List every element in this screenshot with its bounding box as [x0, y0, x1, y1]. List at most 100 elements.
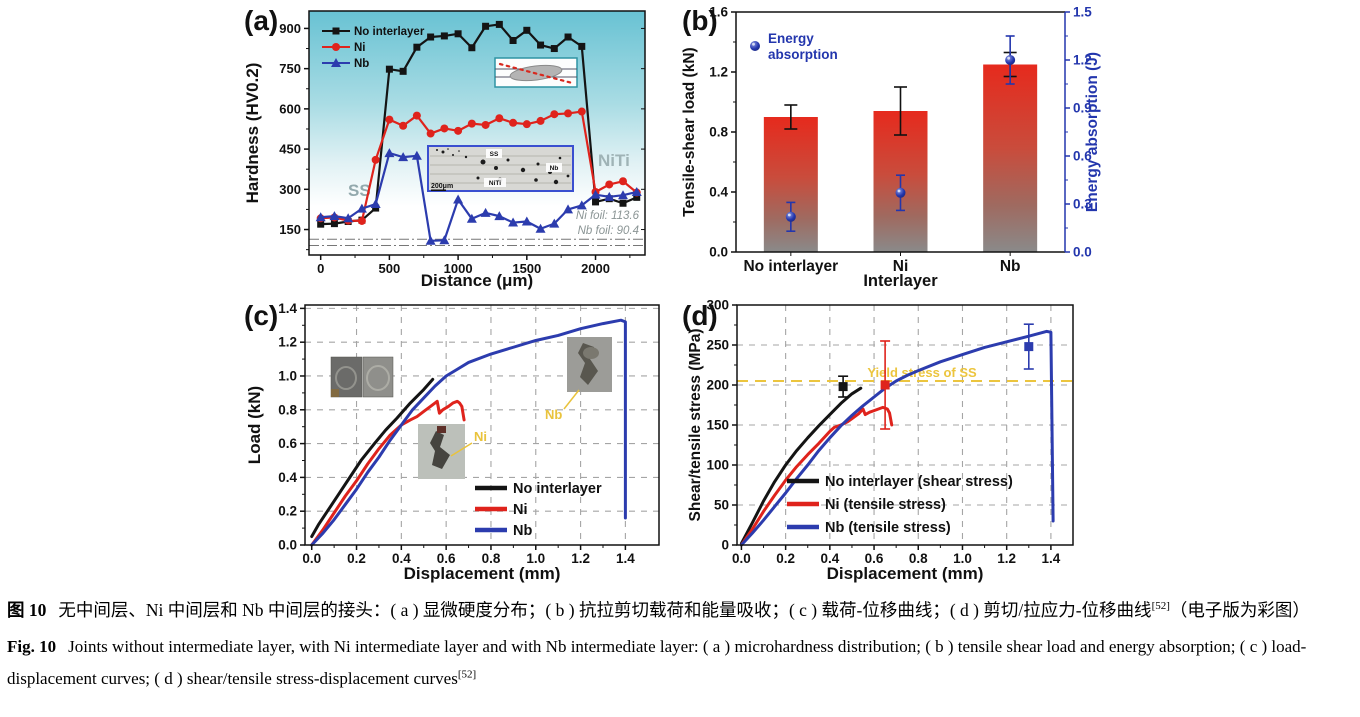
svg-text:250: 250	[706, 338, 729, 353]
caption-zh-text: 无中间层、Ni 中间层和 Nb 中间层的接头：( a ) 显微硬度分布；( b …	[58, 600, 1152, 620]
svg-text:150: 150	[706, 418, 729, 433]
svg-text:Nb: Nb	[1000, 258, 1021, 275]
legend: No interlayer Ni Nb	[475, 481, 602, 539]
yield-stress-line: Yield stress of SS	[737, 365, 1073, 382]
svg-text:Ni: Ni	[354, 42, 366, 54]
series-no-interlayer--shear-stress-	[739, 386, 863, 545]
panel-d-stress-displacement-chart: Yield stress of SS No interlayer (shear s…	[680, 293, 1108, 585]
panel-a-microhardness-chart: SS NiTi Ni foil: 113.6 Nb foil: 90.4 SS Nb NiT…	[238, 0, 666, 292]
svg-text:absorption: absorption	[768, 47, 838, 62]
svg-text:0.9: 0.9	[1073, 101, 1092, 116]
nb-fracture-photo-inset: Nb	[545, 337, 612, 422]
svg-text:0.3: 0.3	[1073, 197, 1092, 212]
svg-text:50: 50	[714, 498, 729, 513]
svg-text:Distance (μm): Distance (μm)	[421, 271, 533, 290]
panel-label: (d)	[682, 300, 718, 331]
svg-text:0: 0	[317, 261, 324, 276]
energy-points	[785, 35, 1016, 232]
micrograph-inset: SS Nb NiTi 200μm	[427, 145, 574, 192]
svg-text:100: 100	[706, 458, 729, 473]
svg-text:Yield stress of SS: Yield stress of SS	[867, 365, 977, 380]
svg-text:0.6: 0.6	[1073, 149, 1092, 164]
axis-titles: Displacement (mm) Load (kN)	[245, 386, 560, 583]
svg-text:0: 0	[721, 538, 729, 553]
svg-text:1500: 1500	[512, 261, 541, 276]
svg-text:0.8: 0.8	[709, 125, 728, 140]
series-nb	[315, 148, 642, 245]
svg-text:SS: SS	[490, 151, 499, 158]
svg-text:Energy absorption (J): Energy absorption (J)	[1084, 52, 1101, 212]
svg-text:1.0: 1.0	[278, 368, 297, 383]
foil-reference-lines: Ni foil: 113.6 Nb foil: 90.4	[309, 210, 645, 247]
svg-text:0.2: 0.2	[347, 551, 366, 566]
svg-text:(b): (b)	[682, 5, 718, 36]
bar-nb	[983, 64, 1038, 252]
svg-text:0.2: 0.2	[776, 551, 795, 566]
svg-text:0.6: 0.6	[865, 551, 884, 566]
axis-titles: Interlayer Tensile-shear load (kN) Energy …	[681, 47, 1101, 290]
series-no-interlayer	[310, 377, 435, 539]
gridlines	[737, 305, 1073, 545]
svg-text:Nb foil: 90.4: Nb foil: 90.4	[578, 225, 639, 237]
svg-text:No interlayer: No interlayer	[743, 258, 838, 275]
svg-text:NiTi: NiTi	[598, 151, 630, 170]
svg-text:0.4: 0.4	[820, 551, 839, 566]
legend: No interlayer (shear stress) Ni (tensile …	[787, 474, 1013, 536]
series-ni	[310, 399, 466, 547]
svg-text:0.4: 0.4	[709, 185, 728, 200]
caption-en-reference: [52]	[457, 667, 477, 680]
axes: 0.0 0.2 0.4 0.6 0.8 1.0 1.2 1.4 0 50 100 150 200 250 3…	[706, 298, 1074, 566]
svg-text:1.2: 1.2	[1073, 53, 1092, 68]
series-nb--tensile-stress-	[739, 329, 1055, 547]
figure-caption: 图 10 无中间层、Ni 中间层和 Nb 中间层的接头：( a ) 显微硬度分布；…	[7, 595, 1353, 694]
svg-text:0.0: 0.0	[709, 245, 728, 260]
svg-text:300: 300	[279, 182, 301, 197]
svg-text:1.0: 1.0	[953, 551, 972, 566]
svg-text:1.6: 1.6	[709, 5, 728, 20]
svg-text:1.4: 1.4	[616, 551, 635, 566]
series-ni--tensile-stress-	[739, 405, 894, 547]
svg-text:Tensile-shear load (kN): Tensile-shear load (kN)	[681, 47, 698, 216]
svg-text:0.0: 0.0	[278, 538, 297, 553]
svg-text:0.2: 0.2	[278, 504, 297, 519]
svg-text:No interlayer: No interlayer	[513, 481, 602, 497]
ni-fracture-photo-inset: Ni	[418, 424, 487, 479]
svg-text:Energy: Energy	[768, 31, 814, 46]
svg-text:Nb: Nb	[354, 58, 369, 70]
svg-text:450: 450	[279, 142, 301, 157]
svg-text:900: 900	[279, 21, 301, 36]
svg-text:0.8: 0.8	[482, 551, 501, 566]
svg-text:Interlayer: Interlayer	[863, 272, 938, 290]
fracture-photos-inset	[330, 356, 394, 398]
svg-text:0.6: 0.6	[278, 436, 297, 451]
svg-text:0.4: 0.4	[392, 551, 411, 566]
panel-label: (c)	[244, 300, 278, 331]
svg-text:Nb: Nb	[513, 523, 532, 539]
svg-text:300: 300	[706, 298, 729, 313]
svg-text:Ni: Ni	[474, 429, 487, 444]
svg-text:Displacement (mm): Displacement (mm)	[404, 564, 561, 583]
svg-text:0.6: 0.6	[437, 551, 456, 566]
svg-text:(a): (a)	[244, 5, 278, 36]
weld-schematic-inset	[494, 57, 578, 88]
svg-text:Ni: Ni	[893, 258, 909, 275]
svg-text:2000: 2000	[581, 261, 610, 276]
svg-text:Nb: Nb	[550, 165, 559, 172]
svg-text:Ni (tensile stress): Ni (tensile stress)	[825, 497, 946, 513]
caption-zh-reference: [52]	[1151, 600, 1170, 613]
svg-text:No interlayer: No interlayer	[354, 26, 425, 38]
svg-text:1.2: 1.2	[709, 65, 728, 80]
svg-text:Ni foil: 113.6: Ni foil: 113.6	[576, 210, 640, 222]
caption-zh-label: 图 10	[7, 600, 47, 620]
svg-text:Nb: Nb	[545, 407, 562, 422]
svg-text:Shear/tensile stress (MPa): Shear/tensile stress (MPa)	[687, 329, 704, 522]
caption-en-label: Fig. 10	[7, 637, 57, 657]
panel-label: (a)	[244, 5, 278, 36]
svg-text:150: 150	[279, 222, 301, 237]
svg-text:(c): (c)	[244, 300, 278, 331]
axes: 0.0 0.2 0.4 0.6 0.8 1.0 1.2 1.4 0.0 0.2 0.4 0.6 0.8 1…	[278, 301, 660, 566]
axes: 0 500 1000 1500 2000 150 300 450 600 750 900	[279, 10, 646, 276]
region-labels: SS NiTi	[348, 151, 630, 200]
